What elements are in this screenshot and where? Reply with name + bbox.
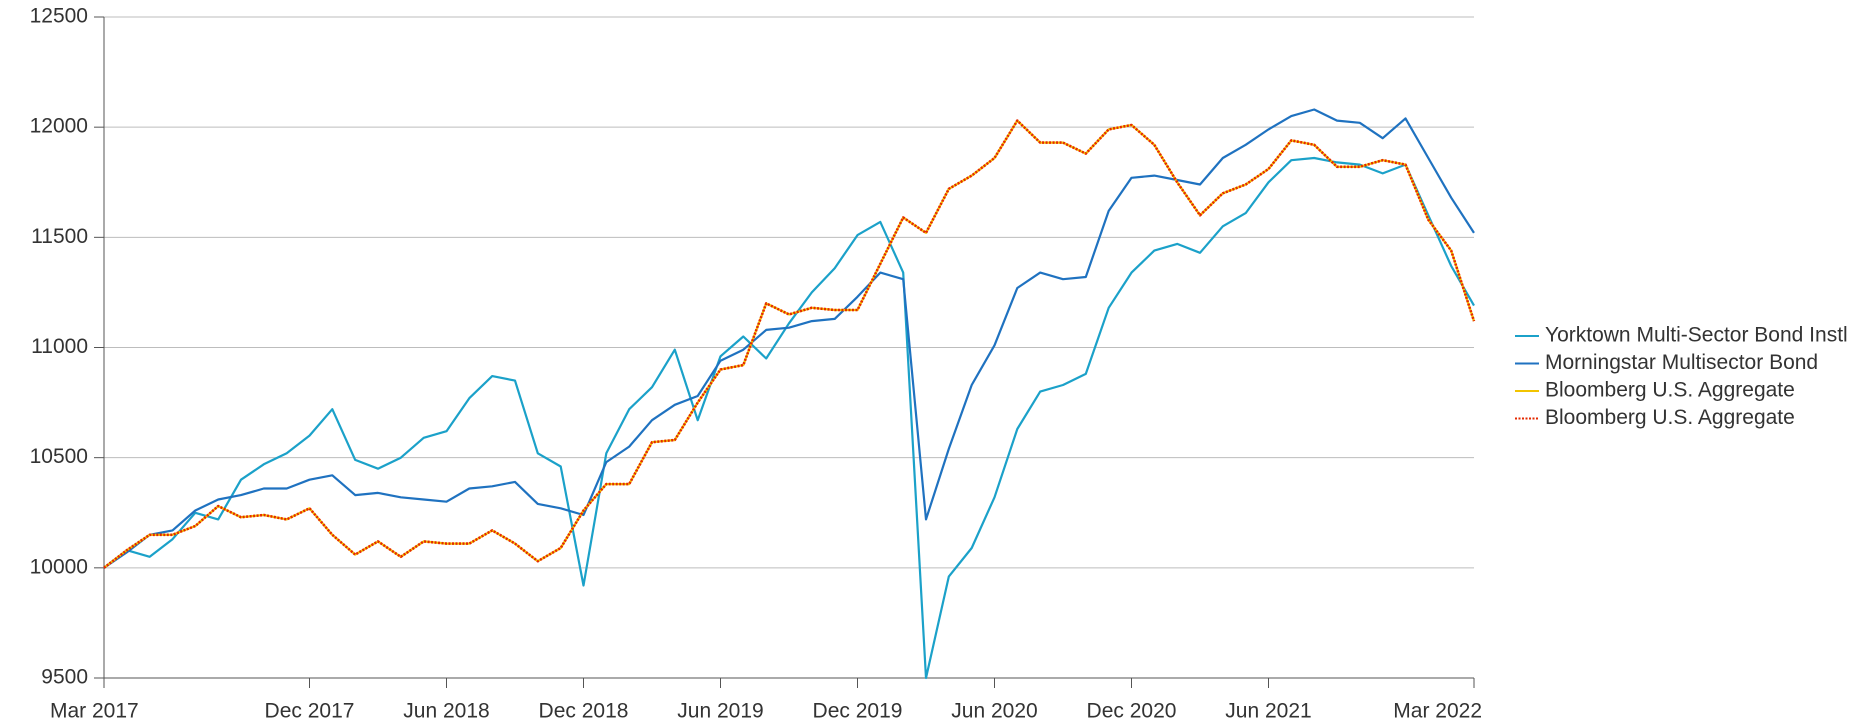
y-tick-label: 11500 <box>31 225 88 248</box>
legend-label: Morningstar Multisector Bond <box>1545 351 1818 374</box>
legend-label: Bloomberg U.S. Aggregate <box>1545 379 1795 402</box>
x-tick-label: Jun 2019 <box>677 700 763 723</box>
x-tick-label: Dec 2018 <box>539 700 629 723</box>
x-tick-label: Jun 2020 <box>951 700 1037 723</box>
y-tick-label: 11000 <box>31 335 88 358</box>
x-tick-label: Dec 2020 <box>1087 700 1177 723</box>
series-line <box>103 119 1476 569</box>
y-tick-label: 10500 <box>30 445 88 468</box>
x-tick-label: Jun 2021 <box>1225 700 1311 723</box>
y-tick-label: 12500 <box>30 5 88 28</box>
series-line <box>103 156 1475 680</box>
x-tick-label: Mar 2017 <box>50 700 139 723</box>
x-tick-label: Dec 2017 <box>265 700 355 723</box>
y-tick-label: 12000 <box>30 115 88 138</box>
x-tick-label: Mar 2022 <box>1393 700 1482 723</box>
y-tick-label: 9500 <box>41 666 88 689</box>
legend-label: Bloomberg U.S. Aggregate <box>1545 406 1795 429</box>
legend-label: Yorktown Multi-Sector Bond Instl <box>1545 324 1848 347</box>
series-line <box>103 119 1476 569</box>
series-line <box>103 108 1475 569</box>
x-tick-label: Jun 2018 <box>403 700 489 723</box>
x-tick-label: Dec 2019 <box>813 700 903 723</box>
y-tick-label: 10000 <box>30 555 88 578</box>
